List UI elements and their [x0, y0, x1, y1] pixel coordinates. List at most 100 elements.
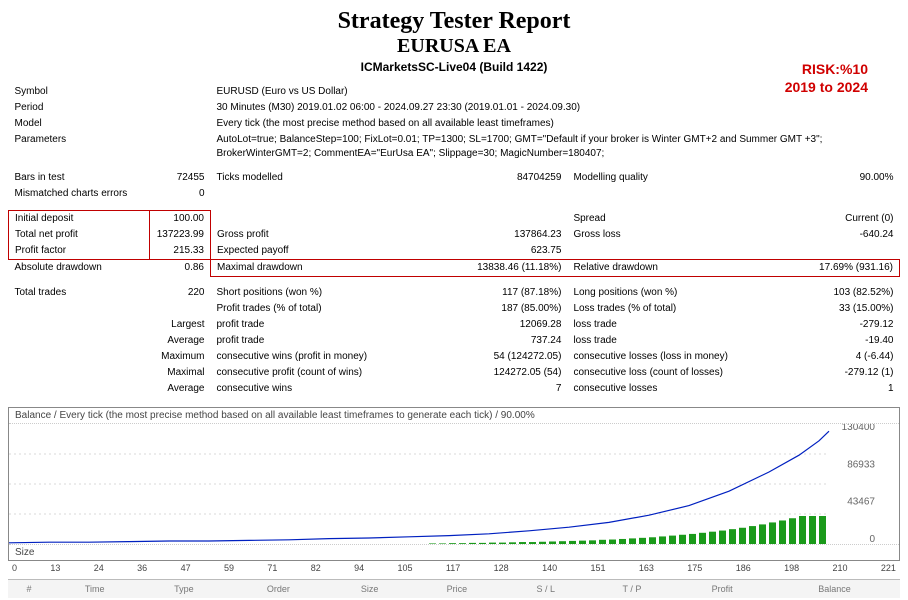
- lt-label: Loss trades (% of total): [567, 301, 797, 317]
- model-label: Model: [9, 116, 150, 132]
- average-label: Average: [150, 333, 211, 349]
- footer-col: #: [8, 580, 50, 599]
- gp-value: 137864.23: [435, 227, 567, 243]
- mcp-value: 124272.05 (54): [435, 365, 567, 381]
- gl-label: Gross loss: [567, 227, 797, 243]
- mq-label: Modelling quality: [567, 170, 797, 186]
- idep-label: Initial deposit: [9, 211, 150, 228]
- mcw-value: 54 (124272.05): [435, 349, 567, 365]
- mcp-label: consecutive profit (count of wins): [211, 365, 436, 381]
- pt-label: Profit trades (% of total): [211, 301, 436, 317]
- md-label: Maximal drawdown: [211, 260, 436, 277]
- pf-label: Profit factor: [9, 243, 150, 260]
- gp-label: Gross profit: [211, 227, 436, 243]
- lpt-label: profit trade: [211, 317, 436, 333]
- ep-label: Expected payoff: [211, 243, 436, 260]
- mq-value: 90.00%: [797, 170, 900, 186]
- chart-svg: 13040086933434670: [9, 424, 879, 544]
- balance-chart: Balance / Every tick (the most precise m…: [8, 407, 900, 561]
- xtick: 24: [94, 563, 104, 573]
- bars-value: 72455: [150, 170, 211, 186]
- xtick: 105: [398, 563, 413, 573]
- xtick: 94: [354, 563, 364, 573]
- chart-xaxis: 0 13 24 36 47 59 71 82 94 105 117 128 140 151 163 175 18…: [8, 561, 900, 575]
- footer-col: Balance: [769, 580, 900, 599]
- ticks-value: 84704259: [435, 170, 567, 186]
- xtick: 198: [784, 563, 799, 573]
- mcl-label: consecutive losses (loss in money): [567, 349, 797, 365]
- xtick: 13: [50, 563, 60, 573]
- ad-label: Absolute drawdown: [9, 260, 150, 277]
- xtick: 117: [446, 563, 460, 573]
- xtick: 128: [494, 563, 509, 573]
- largest-label: Largest: [150, 317, 211, 333]
- mclp-value: -279.12 (1): [797, 365, 900, 381]
- period-value: 30 Minutes (M30) 2019.01.02 06:00 - 2024…: [211, 100, 900, 116]
- period-label: Period: [9, 100, 150, 116]
- xtick: 151: [590, 563, 605, 573]
- size-label: Size: [9, 544, 899, 560]
- tnp-value: 137223.99: [150, 227, 211, 243]
- footer-col: Order: [228, 580, 328, 599]
- xtick: 186: [736, 563, 751, 573]
- mm-value: 0: [150, 186, 211, 202]
- mclp-label: consecutive loss (count of losses): [567, 365, 797, 381]
- symbol-label: Symbol: [9, 84, 150, 100]
- stats-table: SymbolEURUSD (Euro vs US Dollar) Period3…: [8, 84, 900, 397]
- acl-label: consecutive losses: [567, 381, 797, 397]
- rd-label: Relative drawdown: [567, 260, 797, 277]
- pf-value: 215.33: [150, 243, 211, 260]
- params-value: AutoLot=true; BalanceStep=100; FixLot=0.…: [211, 132, 900, 162]
- llt-label: loss trade: [567, 317, 797, 333]
- tnp-label: Total net profit: [9, 227, 150, 243]
- acw-value: 7: [435, 381, 567, 397]
- idep-value: 100.00: [150, 211, 211, 228]
- maximum-label: Maximum: [150, 349, 211, 365]
- xtick: 140: [542, 563, 557, 573]
- lpt-value: 12069.28: [435, 317, 567, 333]
- risk-overlay: RISK:%10 2019 to 2024: [785, 60, 868, 96]
- alt-value: -19.40: [797, 333, 900, 349]
- sp-label: Short positions (won %): [211, 285, 436, 301]
- risk-line1: RISK:%10: [785, 60, 868, 78]
- footer-col: Type: [139, 580, 228, 599]
- footer-col: T / P: [589, 580, 676, 599]
- xtick: 47: [181, 563, 191, 573]
- mcl-value: 4 (-6.44): [797, 349, 900, 365]
- apt-label: profit trade: [211, 333, 436, 349]
- lt-value: 33 (15.00%): [797, 301, 900, 317]
- xtick: 175: [687, 563, 702, 573]
- spread-label: Spread: [567, 211, 797, 228]
- maximal-label: Maximal: [150, 365, 211, 381]
- svg-text:0: 0: [869, 534, 875, 544]
- footer-col: S / L: [503, 580, 589, 599]
- ep-value: 623.75: [435, 243, 567, 260]
- chart-label: Balance / Every tick (the most precise m…: [9, 408, 899, 424]
- svg-text:86933: 86933: [847, 459, 875, 470]
- lp-value: 103 (82.52%): [797, 285, 900, 301]
- xtick: 163: [639, 563, 654, 573]
- xtick: 36: [137, 563, 147, 573]
- lp-label: Long positions (won %): [567, 285, 797, 301]
- mm-label: Mismatched charts errors: [9, 186, 150, 202]
- ticks-label: Ticks modelled: [211, 170, 436, 186]
- spread-value: Current (0): [797, 211, 900, 228]
- xtick: 82: [311, 563, 321, 573]
- mcw-label: consecutive wins (profit in money): [211, 349, 436, 365]
- footer-header: #TimeTypeOrderSizePriceS / LT / PProfitB…: [8, 579, 900, 598]
- xtick: 71: [267, 563, 277, 573]
- footer-col: Time: [50, 580, 139, 599]
- bars-label: Bars in test: [9, 170, 150, 186]
- params-label: Parameters: [9, 132, 150, 162]
- ea-name: EURUSA EA: [8, 35, 900, 58]
- xtick: 0: [12, 563, 17, 573]
- ad-value: 0.86: [150, 260, 211, 277]
- sp-value: 117 (87.18%): [435, 285, 567, 301]
- footer-col: Profit: [675, 580, 769, 599]
- apt-value: 737.24: [435, 333, 567, 349]
- footer-col: Size: [328, 580, 410, 599]
- svg-text:43467: 43467: [847, 497, 875, 508]
- xtick: 59: [224, 563, 234, 573]
- alt-label: loss trade: [567, 333, 797, 349]
- tt-value: 220: [150, 285, 211, 301]
